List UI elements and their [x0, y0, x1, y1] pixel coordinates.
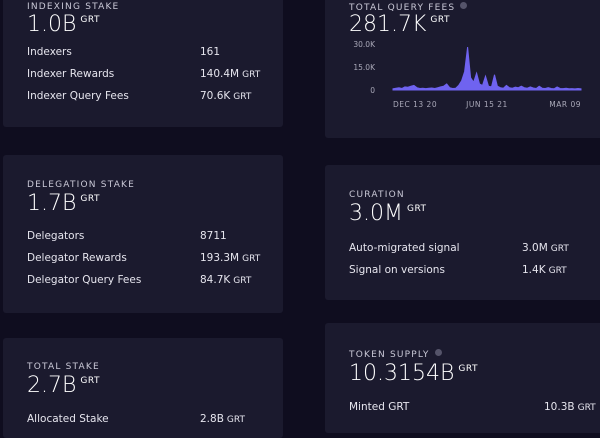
- y-tick-label: 30.0K: [353, 40, 376, 49]
- info-icon[interactable]: [434, 349, 442, 356]
- x-tick-label: DEC 13 20: [393, 100, 437, 109]
- row-label: Indexer Query Fees: [27, 90, 129, 102]
- indexing-stake-card: Indexing Stake 1.0B GRT Indexers 161 Inde…: [3, 0, 283, 127]
- row-value: 8711: [200, 230, 227, 242]
- card-label: Total Stake: [27, 362, 100, 372]
- card-value: 3.0M GRT: [349, 201, 427, 226]
- row-value: 1.4K GRT: [522, 264, 567, 276]
- query-fees-chart: 30.0K 15.0K 0 DEC 13 20 JUN 15 21 MAR 09: [353, 40, 582, 109]
- info-icon[interactable]: [460, 2, 468, 9]
- unit: GRT: [80, 15, 100, 25]
- token-supply-card: Token Supply 10.3154B GRT Minted GRT 10.3…: [325, 323, 600, 433]
- y-tick-label: 0: [370, 86, 375, 95]
- curation-card: Curation 3.0M GRT Auto-migrated signal 3.…: [325, 165, 600, 300]
- card-label: Curation: [349, 190, 405, 200]
- value: 1.0B: [27, 12, 77, 37]
- card-value: 1.7B GRT: [27, 191, 100, 216]
- delegation-stake-card: Delegation Stake 1.7B GRT Delegators 8711…: [3, 155, 283, 313]
- row-label: Indexer Rewards: [27, 68, 115, 80]
- card-value: 281.7K GRT: [349, 12, 450, 37]
- x-tick-label: JUN 15 21: [465, 100, 508, 109]
- row-label: Delegator Query Fees: [27, 274, 142, 286]
- x-tick-label: MAR 09: [549, 100, 581, 109]
- total-stake-card: Total Stake 2.7B GRT Allocated Stake 2.8B…: [3, 338, 283, 438]
- row-value: 84.7K GRT: [200, 274, 252, 286]
- card-value: 1.0B GRT: [27, 12, 100, 37]
- query-fees-area: [392, 47, 582, 91]
- row-value: 2.8B GRT: [200, 413, 245, 425]
- row-label: Allocated Stake: [27, 413, 109, 425]
- y-tick-label: 15.0K: [353, 63, 376, 72]
- row-label: Indexers: [27, 46, 72, 58]
- row-value: 140.4M GRT: [200, 68, 261, 80]
- row-value: 10.3B GRT: [544, 401, 596, 413]
- card-label: Indexing Stake: [27, 2, 120, 12]
- card-label: Delegation Stake: [27, 180, 136, 190]
- row-label: Signal on versions: [349, 264, 445, 276]
- row-label: Delegators: [27, 230, 85, 242]
- query-fees-card: Total Query Fees 281.7K GRT 30.0K 15.0K 0 DE…: [325, 0, 600, 138]
- row-label: Delegator Rewards: [27, 252, 127, 264]
- row-value: 193.3M GRT: [200, 252, 261, 264]
- row-label: Minted GRT: [349, 401, 410, 413]
- card-value: 10.3154B GRT: [349, 361, 478, 386]
- row-label: Auto-migrated signal: [349, 242, 460, 254]
- card-value: 2.7B GRT: [27, 373, 100, 398]
- row-value: 3.0M GRT: [522, 242, 569, 254]
- card-label: Token Supply: [349, 349, 442, 360]
- row-value: 70.6K GRT: [200, 90, 252, 102]
- card-label: Total Query Fees: [349, 2, 468, 13]
- row-value: 161: [200, 46, 221, 58]
